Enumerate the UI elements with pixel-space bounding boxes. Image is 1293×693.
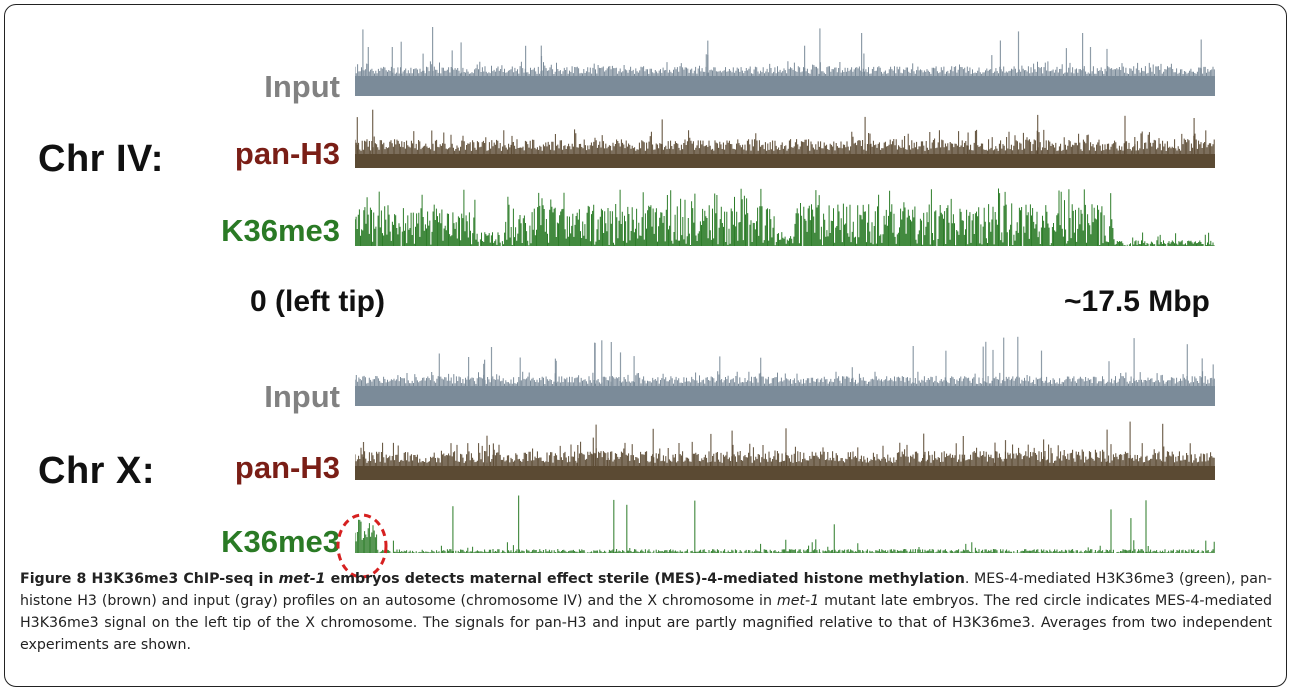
axis-start-label: 0 (left tip) bbox=[250, 285, 385, 318]
chr-iv-panh3-label: pan-H3 bbox=[234, 136, 340, 171]
figure-caption: Figure 8 H3K36me3 ChIP-seq in met-1 embr… bbox=[20, 571, 1272, 653]
chr-x-input-label: Input bbox=[264, 379, 340, 414]
chr-iv-k36me3-label: K36me3 bbox=[221, 213, 340, 248]
chr-iv-input-label: Input bbox=[264, 69, 340, 104]
chr-iv-k36me3-track bbox=[355, 188, 1215, 246]
chr-x-panh3-label: pan-H3 bbox=[234, 450, 340, 485]
left-tip-highlight-circle bbox=[336, 513, 388, 579]
axis-end-label: ~17.5 Mbp bbox=[1064, 285, 1210, 318]
figure-frame bbox=[4, 4, 1287, 687]
chr-x-panh3-track bbox=[355, 421, 1215, 480]
chr-iv-panh3-track bbox=[355, 109, 1215, 168]
caption-title: Figure 8 H3K36me3 ChIP-seq in met-1 embr… bbox=[20, 571, 965, 587]
chr-x-label: Chr X: bbox=[38, 450, 155, 492]
chr-x-input-track bbox=[355, 336, 1215, 406]
chr-x-k36me3-label: K36me3 bbox=[221, 524, 340, 559]
chr-iv-label: Chr IV: bbox=[38, 138, 164, 180]
chr-x-k36me3-track bbox=[355, 495, 1215, 553]
chr-iv-input-track bbox=[355, 27, 1215, 96]
